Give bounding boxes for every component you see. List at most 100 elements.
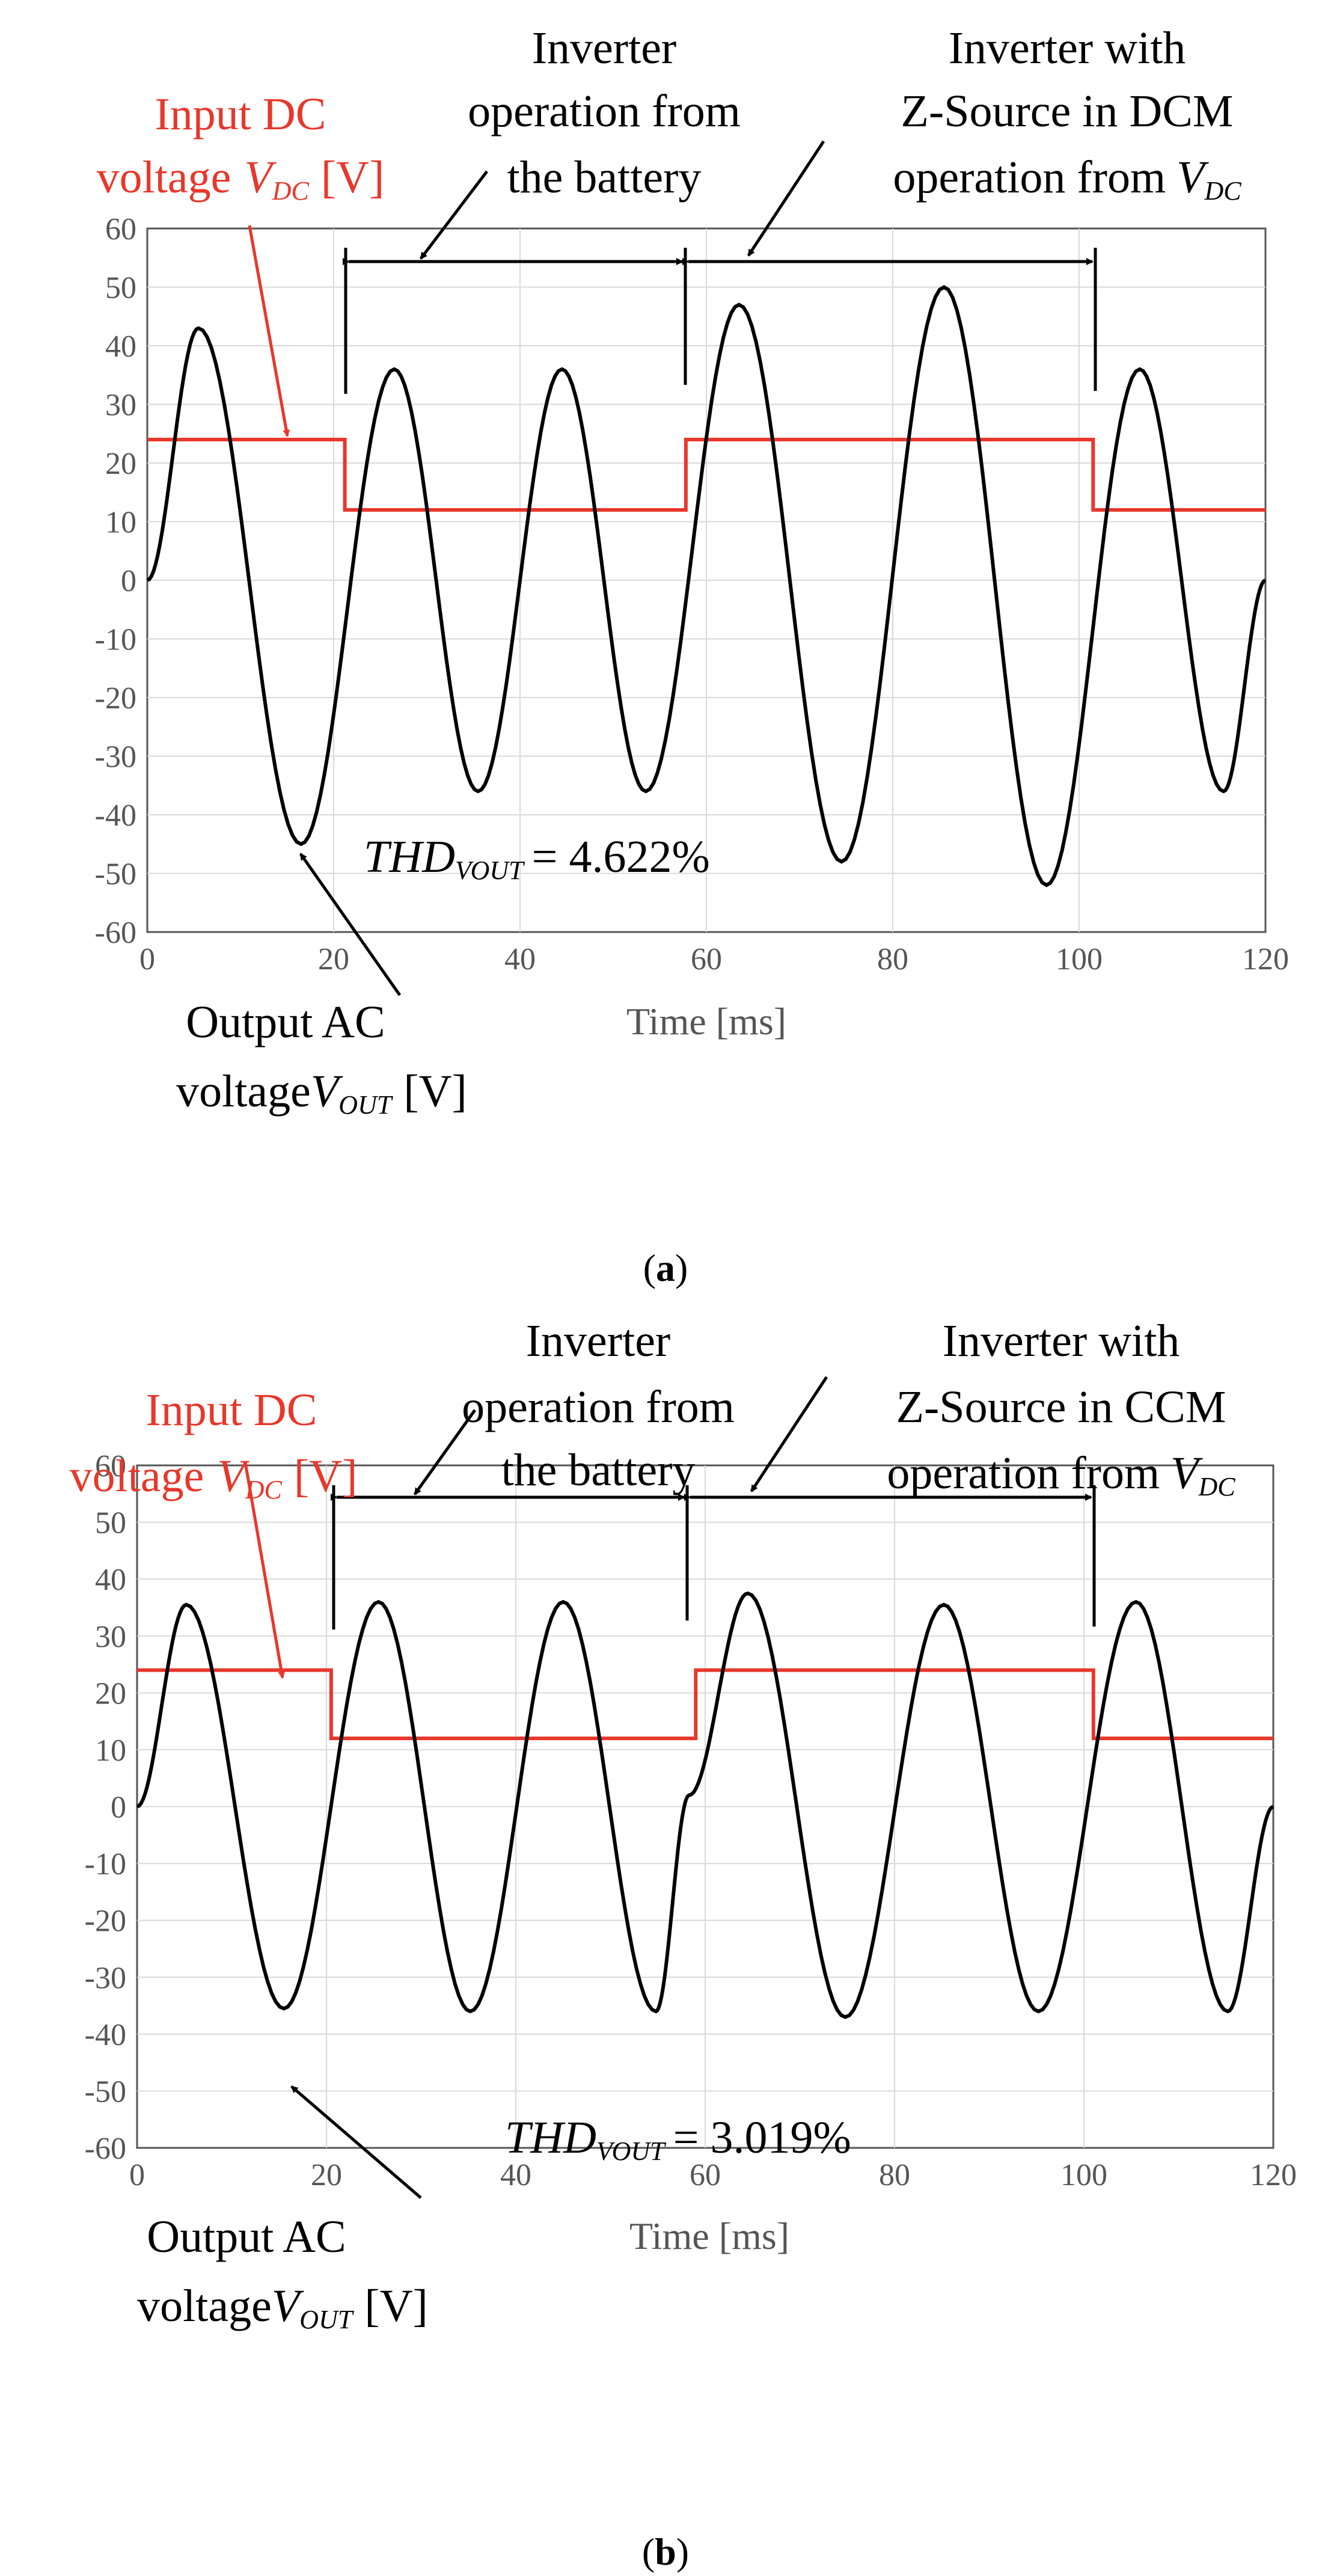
dc-voltage-line <box>147 438 1265 512</box>
y-tick-label: 60 <box>95 1449 126 1483</box>
y-tick-label: 10 <box>105 506 136 540</box>
output-unit: [V] <box>403 1066 467 1117</box>
y-tick-label: 20 <box>105 447 136 481</box>
phase-brackets <box>299 140 1097 996</box>
battery-label-2: operation from <box>462 1382 735 1432</box>
input-dc-label-2: voltage VDC [V] <box>97 152 385 206</box>
y-tick-label: -40 <box>85 2018 126 2052</box>
y-tick-label: 30 <box>95 1620 126 1654</box>
battery-label-3: the battery <box>501 1445 696 1495</box>
zsource-word: operation from <box>893 152 1166 203</box>
zsource-sym: V <box>1170 1448 1203 1498</box>
thd-sym: THD <box>364 832 455 882</box>
x-tick-label: 20 <box>318 942 349 977</box>
input-dc-label: Input DC <box>155 89 326 140</box>
y-tick-label: -60 <box>95 916 136 950</box>
x-tick-label: 20 <box>311 2158 342 2192</box>
zsource-label-1: Inverter with <box>949 23 1186 73</box>
thd-sym: THD <box>505 2112 596 2163</box>
battery-pointer <box>413 1409 477 1495</box>
thd-value: = 4.622% <box>532 832 710 882</box>
zsource-label-2: Z-Source in DCM <box>901 86 1233 136</box>
y-tick-label: -20 <box>85 1904 126 1939</box>
x-tick-label: 40 <box>500 2158 531 2192</box>
output-word: voltage <box>176 1066 311 1117</box>
x-tick-label: 80 <box>879 2158 910 2192</box>
input-dc-sym: V <box>217 1451 249 1501</box>
y-tick-label: 0 <box>121 564 136 598</box>
input-dc-word: voltage <box>97 152 231 203</box>
ac-voltage-line <box>146 285 1267 888</box>
x-tick-label: 120 <box>1250 2158 1297 2192</box>
output-label-2: voltageVOUT [V] <box>137 2281 428 2334</box>
y-tick-label: 30 <box>105 388 136 423</box>
input-dc-unit: [V] <box>294 1451 358 1501</box>
y-tick-label: -20 <box>95 681 136 716</box>
x-tick-label: 60 <box>691 942 722 977</box>
thd-label: THDVOUT = 3.019% <box>505 2112 851 2166</box>
zsource-sym: V <box>1176 152 1209 203</box>
thd-sub: VOUT <box>455 856 525 885</box>
x-tick-label: 80 <box>877 942 908 977</box>
x-tick-label: 0 <box>129 2158 145 2192</box>
y-tick-label: -50 <box>95 857 136 892</box>
x-tick-label: 120 <box>1242 942 1289 977</box>
grid <box>137 1465 1273 2148</box>
zsource-pointer <box>750 1376 828 1492</box>
y-tick-label: -30 <box>85 1961 126 1995</box>
input-dc-unit: [V] <box>321 152 385 203</box>
ac-voltage-line <box>136 1591 1274 2019</box>
input-dc-pointer <box>243 1462 286 1679</box>
input-dc-sub: DC <box>245 1475 283 1504</box>
zsource-sub: DC <box>1198 1472 1236 1501</box>
output-sym: V <box>311 1066 343 1117</box>
y-tick-label: -10 <box>85 1847 126 1881</box>
input-dc-pointer <box>248 225 290 437</box>
input-dc-label: Input DC <box>146 1385 317 1435</box>
caption-b-letter: b <box>655 2530 676 2573</box>
y-tick-label: 50 <box>105 271 136 305</box>
y-tick-label: -50 <box>85 2075 126 2109</box>
battery-label-1: Inverter <box>526 1316 671 1366</box>
x-tick-label: 100 <box>1060 2158 1107 2192</box>
zsource-label-2: Z-Source in CCM <box>896 1382 1226 1432</box>
input-dc-sym: V <box>244 152 277 203</box>
y-tick-label: 0 <box>111 1791 126 1825</box>
x-axis-label: Time [ms] <box>629 2215 789 2257</box>
output-label-1: Output AC <box>147 2212 346 2262</box>
y-tick-label: 60 <box>105 212 136 247</box>
caption-b: (b) <box>642 2530 689 2573</box>
output-unit: [V] <box>364 2281 428 2331</box>
zsource-word: operation from <box>887 1448 1160 1498</box>
caption-a-letter: a <box>656 1247 675 1289</box>
output-word: voltage <box>137 2281 272 2331</box>
zsource-label-1: Inverter with <box>943 1316 1180 1366</box>
y-tick-label: 50 <box>95 1506 126 1541</box>
battery-label-2: operation from <box>468 86 741 136</box>
y-tick-label: -60 <box>85 2132 126 2166</box>
battery-label-1: Inverter <box>532 23 677 73</box>
zsource-label-3: operation from VDC <box>893 152 1241 206</box>
output-sub: OUT <box>338 1090 394 1120</box>
zsource-label-3: operation from VDC <box>887 1448 1235 1501</box>
battery-pointer <box>420 170 488 260</box>
output-pointer <box>299 853 402 996</box>
zsource-sub: DC <box>1204 176 1242 206</box>
zsource-pointer <box>747 140 825 257</box>
output-sub: OUT <box>299 2305 355 2334</box>
input-dc-word: voltage <box>70 1451 204 1501</box>
y-tick-label: -30 <box>95 740 136 774</box>
output-pointer <box>290 2085 422 2199</box>
y-tick-label: 40 <box>105 330 136 364</box>
y-tick-label: -10 <box>95 623 136 657</box>
caption-a: (a) <box>643 1247 688 1289</box>
thd-sub: VOUT <box>596 2136 667 2166</box>
y-tick-label: 40 <box>95 1563 126 1597</box>
thd-value: = 3.019% <box>673 2112 851 2163</box>
input-dc-sub: DC <box>272 176 310 206</box>
x-tick-label: 60 <box>690 2158 721 2192</box>
